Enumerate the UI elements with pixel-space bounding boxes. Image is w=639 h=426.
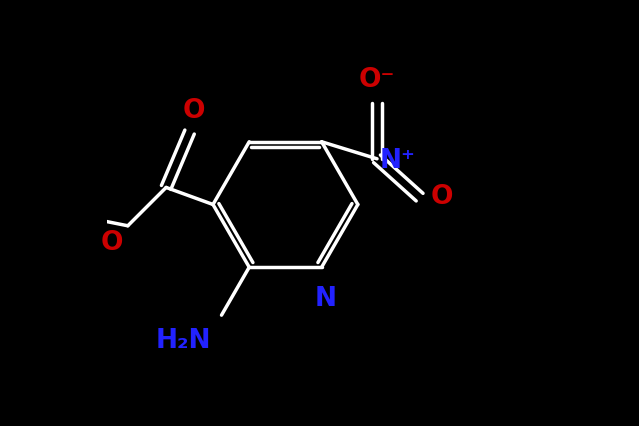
Text: H₂N: H₂N <box>155 328 211 354</box>
Text: O: O <box>430 184 453 210</box>
Text: N: N <box>315 286 337 312</box>
Text: O⁻: O⁻ <box>359 67 395 93</box>
Text: O: O <box>101 230 123 256</box>
Text: O: O <box>183 98 205 124</box>
Text: N⁺: N⁺ <box>379 148 415 174</box>
